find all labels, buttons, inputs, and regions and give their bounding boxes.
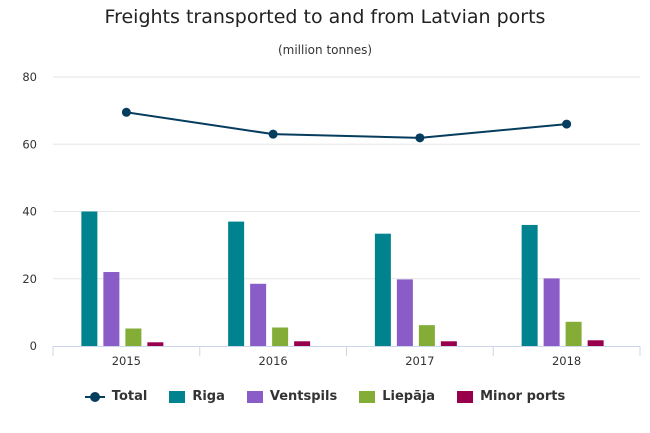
bar-riga [374, 233, 391, 346]
legend-item-liepaja[interactable]: Liepāja [359, 389, 435, 404]
y-tick-label: 60 [22, 137, 37, 151]
legend-swatch-icon [169, 390, 186, 403]
bar-minor-ports [294, 341, 311, 346]
legend-label-riga: Riga [192, 389, 225, 404]
legend-swatch-icon [359, 390, 376, 403]
legend-label-total: Total [111, 389, 148, 404]
bar-riga [228, 221, 245, 346]
x-tick-label: 2017 [405, 354, 434, 368]
legend-label-liepaja: Liepāja [382, 389, 436, 404]
x-tick-label: 2016 [258, 354, 287, 368]
bar-liep-ja [565, 321, 582, 346]
bar-ventspils [103, 272, 120, 346]
legend-line-marker-icon [84, 391, 105, 403]
bar-liep-ja [125, 328, 142, 346]
y-tick-label: 0 [30, 339, 37, 353]
legend-swatch-icon [457, 390, 474, 403]
x-tick-label: 2018 [552, 354, 581, 368]
bar-riga [521, 224, 538, 346]
total-point [415, 133, 425, 143]
y-tick-label: 40 [22, 205, 37, 219]
y-tick-label: 20 [22, 272, 37, 286]
chart-title: Freights transported to and from Latvian… [104, 6, 546, 28]
total-point [121, 107, 131, 117]
bar-ventspils [250, 283, 267, 346]
chart-legend: Total Riga Ventspils Liepāja Minor ports [0, 389, 650, 404]
bar-liep-ja [272, 327, 289, 346]
bar-minor-ports [587, 340, 604, 346]
total-line [126, 111, 567, 139]
legend-item-ventspils[interactable]: Ventspils [246, 389, 338, 404]
bar-minor-ports [440, 341, 457, 346]
legend-label-minor-ports: Minor ports [480, 389, 566, 404]
legend-item-minor-ports[interactable]: Minor ports [457, 389, 565, 404]
legend-label-ventspils: Ventspils [269, 389, 338, 404]
legend-swatch-icon [246, 390, 263, 403]
legend-item-riga[interactable]: Riga [169, 389, 225, 404]
bar-liep-ja [418, 325, 435, 346]
legend-item-total[interactable]: Total [84, 389, 148, 404]
x-tick-label: 2015 [112, 354, 141, 368]
y-tick-label: 80 [22, 70, 37, 84]
bar-ventspils [396, 279, 413, 346]
bar-minor-ports [147, 342, 164, 346]
total-point [268, 129, 278, 139]
total-point [562, 119, 572, 129]
bar-ventspils [543, 278, 560, 346]
bar-riga [81, 211, 98, 346]
chart-subtitle: (million tonnes) [277, 43, 373, 57]
